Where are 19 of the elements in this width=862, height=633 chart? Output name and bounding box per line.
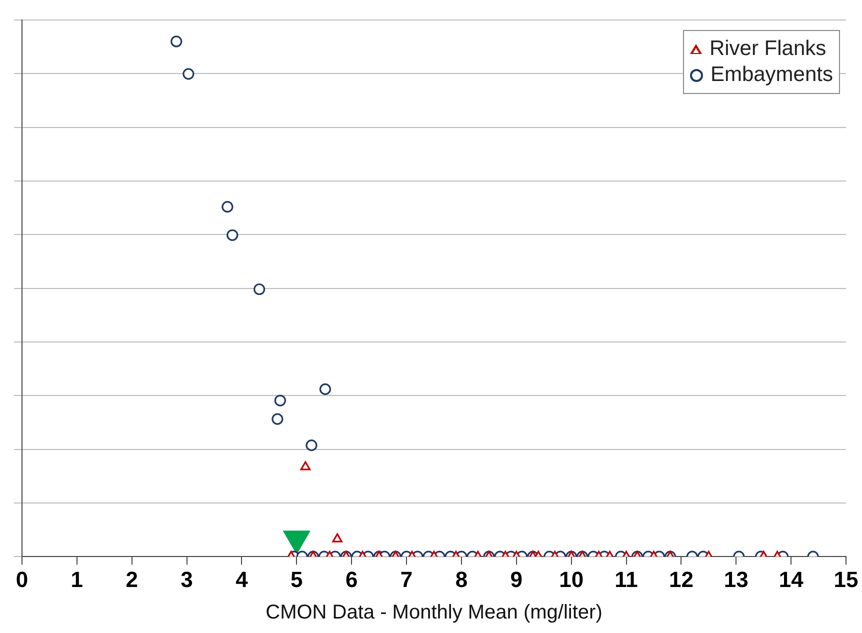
x-tick-label: 9 bbox=[510, 566, 523, 592]
x-axis-title: CMON Data - Monthly Mean (mg/liter) bbox=[266, 602, 602, 624]
x-tick-label: 1 bbox=[70, 566, 84, 592]
x-tick-label: 13 bbox=[724, 566, 748, 592]
x-tick-label: 12 bbox=[668, 566, 694, 592]
x-tick-label: 11 bbox=[614, 566, 638, 592]
legend-label: River Flanks bbox=[709, 37, 826, 61]
x-tick-label: 8 bbox=[455, 566, 468, 592]
x-tick-label: 6 bbox=[345, 566, 358, 592]
x-tick-label: 14 bbox=[778, 566, 804, 592]
legend-label: Embayments bbox=[710, 63, 833, 87]
x-tick-label: 15 bbox=[834, 566, 858, 592]
x-tick-label: 7 bbox=[400, 566, 413, 592]
x-tick-label: 0 bbox=[16, 566, 28, 592]
x-tick-label: 2 bbox=[126, 566, 138, 592]
x-tick-label: 4 bbox=[236, 566, 249, 592]
x-tick-label: 5 bbox=[290, 566, 303, 592]
x-tick-label: 3 bbox=[180, 566, 193, 592]
x-tick-label: 10 bbox=[559, 566, 584, 592]
